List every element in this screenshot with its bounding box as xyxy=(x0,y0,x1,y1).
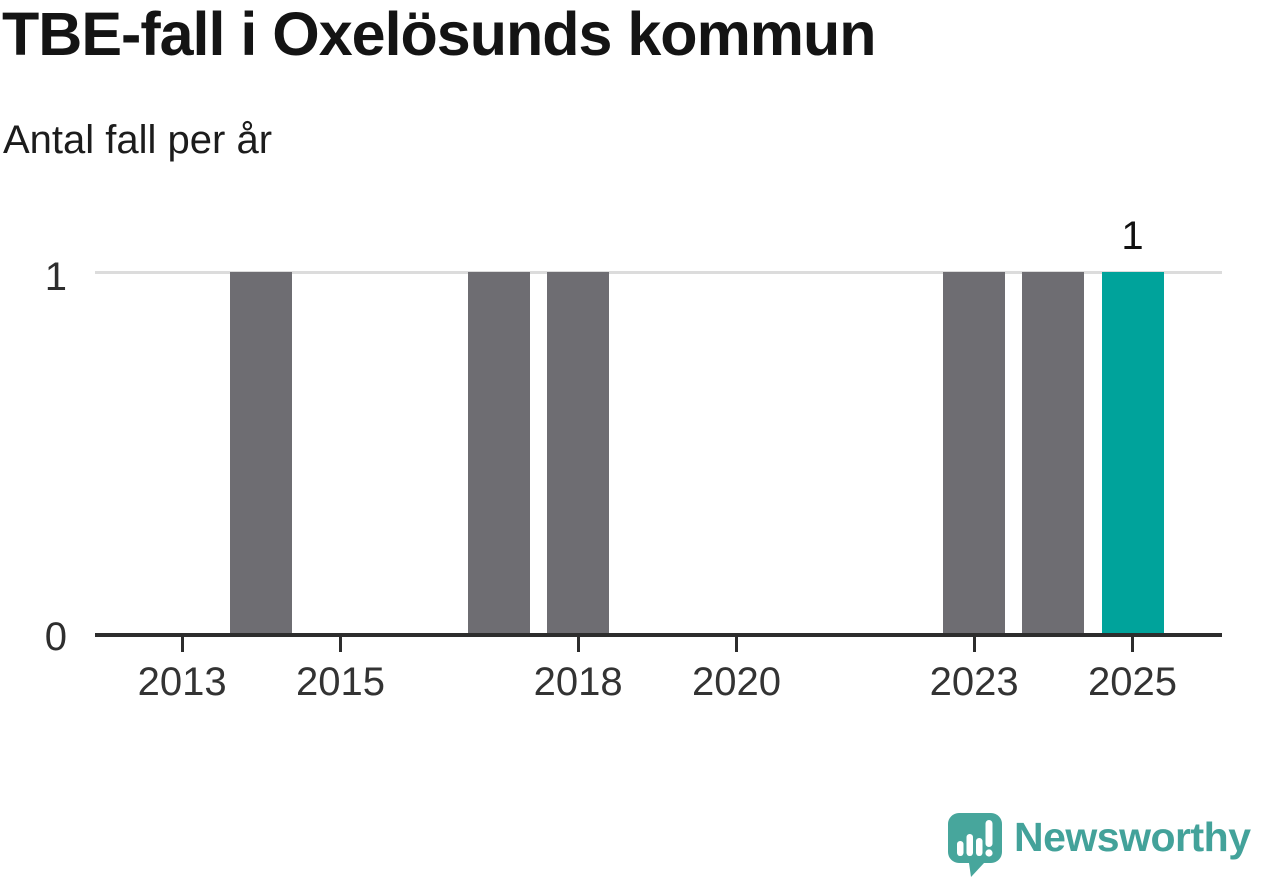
bar-2014 xyxy=(230,272,293,633)
x-axis-line xyxy=(95,633,1222,637)
x-axis-tick-label-2025: 2025 xyxy=(1088,660,1177,704)
y-gridline-1 xyxy=(95,271,1222,274)
bar-2017 xyxy=(467,272,530,633)
bar-2018 xyxy=(547,272,610,633)
x-axis-tick-label-2013: 2013 xyxy=(137,660,227,704)
x-axis-tick-label-2018: 2018 xyxy=(533,660,623,704)
chart-subtitle: Antal fall per år xyxy=(3,118,273,162)
bar-2023 xyxy=(943,272,1006,633)
x-axis-tick-label-2020: 2020 xyxy=(692,660,781,704)
x-axis-tick-2013 xyxy=(180,634,184,652)
y-axis-tick-label-0: 0 xyxy=(44,615,67,659)
x-axis-tick-2018 xyxy=(576,634,580,652)
x-axis-tick-2023 xyxy=(972,634,976,652)
x-axis-tick-2015 xyxy=(339,634,342,652)
x-axis-tick-label-2015: 2015 xyxy=(296,660,385,704)
x-axis-tick-2020 xyxy=(735,634,738,652)
bar-value-label-2025: 1 xyxy=(1121,214,1144,258)
newsworthy-logo-icon xyxy=(948,813,1002,877)
bar-2024 xyxy=(1022,272,1085,633)
y-axis-tick-label-1: 1 xyxy=(44,255,67,299)
x-axis-tick-label-2023: 2023 xyxy=(929,660,1019,704)
x-axis-tick-2025 xyxy=(1131,634,1134,652)
brand-name: Newsworthy xyxy=(1014,814,1251,860)
bar-2025 xyxy=(1101,272,1164,633)
chart-title: TBE-fall i Oxelösunds kommun xyxy=(2,0,877,68)
